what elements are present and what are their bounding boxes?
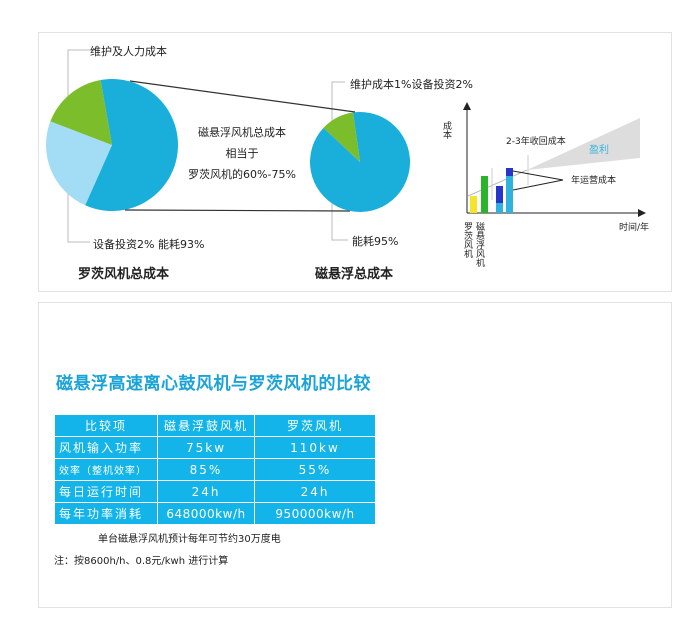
- bar-maglev: [481, 176, 488, 213]
- leader-line: [67, 49, 98, 100]
- table-row: 每日运行时间 24h 24h: [54, 480, 376, 503]
- bar-op: [496, 186, 503, 203]
- bar-roots: [470, 196, 477, 213]
- bar-label-roots: 罗茨风机: [462, 222, 473, 259]
- cell: 950000kw/h: [254, 502, 376, 525]
- leader-line: [67, 185, 90, 243]
- comparison-table: 比较项 磁悬浮鼓风机 罗茨风机 风机输入功率 75kw 110kw 效率（整机效率）…: [54, 414, 376, 525]
- bar-op: [506, 176, 513, 213]
- connector-line: [129, 80, 356, 113]
- bar-label-maglev: 磁悬浮风机: [474, 221, 485, 268]
- payback-label: 2-3年收回成本: [506, 135, 566, 147]
- pie-slice: [323, 112, 360, 162]
- cell: 每日运行时间: [54, 480, 158, 503]
- pie-title-maglev: 磁悬浮总成本: [315, 267, 394, 282]
- pie-maglev: [310, 112, 410, 212]
- table-row: 每年功率消耗 648000kw/h 950000kw/h: [54, 502, 376, 525]
- header-cell: 罗茨风机: [254, 414, 376, 437]
- cell: 85%: [157, 458, 255, 481]
- table-row: 风机输入功率 75kw 110kw: [54, 436, 376, 459]
- table-header: 比较项 磁悬浮鼓风机 罗茨风机: [54, 414, 376, 437]
- profit-area: [527, 118, 640, 170]
- center-line: 相当于: [225, 147, 259, 160]
- center-line: 罗茨风机的60%-75%: [188, 168, 296, 181]
- pie-slice: [85, 79, 178, 212]
- pie-title-roots: 罗茨风机总成本: [78, 267, 170, 282]
- center-line: 磁悬浮风机总成本: [198, 126, 286, 139]
- comparison-title: 磁悬浮高速离心鼓风机与罗茨风机的比较: [56, 374, 371, 394]
- savings-note: 单台磁悬浮风机预计每年可节约30万度电: [98, 534, 281, 545]
- pie-slice: [46, 121, 112, 206]
- pointer-line: [512, 170, 564, 191]
- cell: 75kw: [157, 436, 255, 459]
- y-arrow-icon: [463, 102, 471, 110]
- cost-line: [467, 169, 528, 197]
- label-investment-energy: 设备投资2% 能耗93%: [93, 238, 205, 251]
- label-maglev-maintenance: 维护成本1%设备投资2%: [350, 78, 473, 91]
- label-maglev-energy: 能耗95%: [352, 235, 399, 248]
- cell: 55%: [254, 458, 376, 481]
- cell: 风机输入功率: [54, 436, 158, 459]
- cell: 24h: [157, 480, 255, 503]
- connector-line: [124, 209, 351, 212]
- cell: 每年功率消耗: [54, 502, 158, 525]
- calculation-note: 注：按8600h/h、0.8元/kwh 进行计算: [54, 556, 229, 567]
- x-label: 时间/年: [619, 221, 649, 233]
- profit-label: 盈利: [589, 144, 609, 156]
- label-maintenance: 维护及人力成本: [90, 45, 167, 58]
- cost-chart: 成本 时间/年 2-3年收回成本 盈利 年运营成本 罗茨风机 磁悬浮风机: [441, 102, 649, 268]
- cell: 110kw: [254, 436, 376, 459]
- header-cell: 比较项: [54, 414, 158, 437]
- center-text: 磁悬浮风机总成本 相当于 罗茨风机的60%-75%: [182, 122, 302, 185]
- pie-slice: [50, 80, 112, 145]
- table-row: 效率（整机效率） 85% 55%: [54, 458, 376, 481]
- bar-op: [496, 203, 503, 213]
- x-arrow-icon: [638, 209, 646, 217]
- pie-charts: 成本 时间/年 2-3年收回成本 盈利 年运营成本 罗茨风机 磁悬浮风机 10万…: [46, 49, 649, 268]
- cell: 24h: [254, 480, 376, 503]
- operating-label: 年运营成本: [571, 174, 616, 186]
- cell: 648000kw/h: [157, 502, 255, 525]
- cell: 效率（整机效率）: [54, 458, 158, 481]
- pie-roots: [46, 79, 178, 212]
- header-cell: 磁悬浮鼓风机: [157, 414, 255, 437]
- bar-op: [506, 168, 513, 176]
- y-label: 成本: [441, 120, 452, 140]
